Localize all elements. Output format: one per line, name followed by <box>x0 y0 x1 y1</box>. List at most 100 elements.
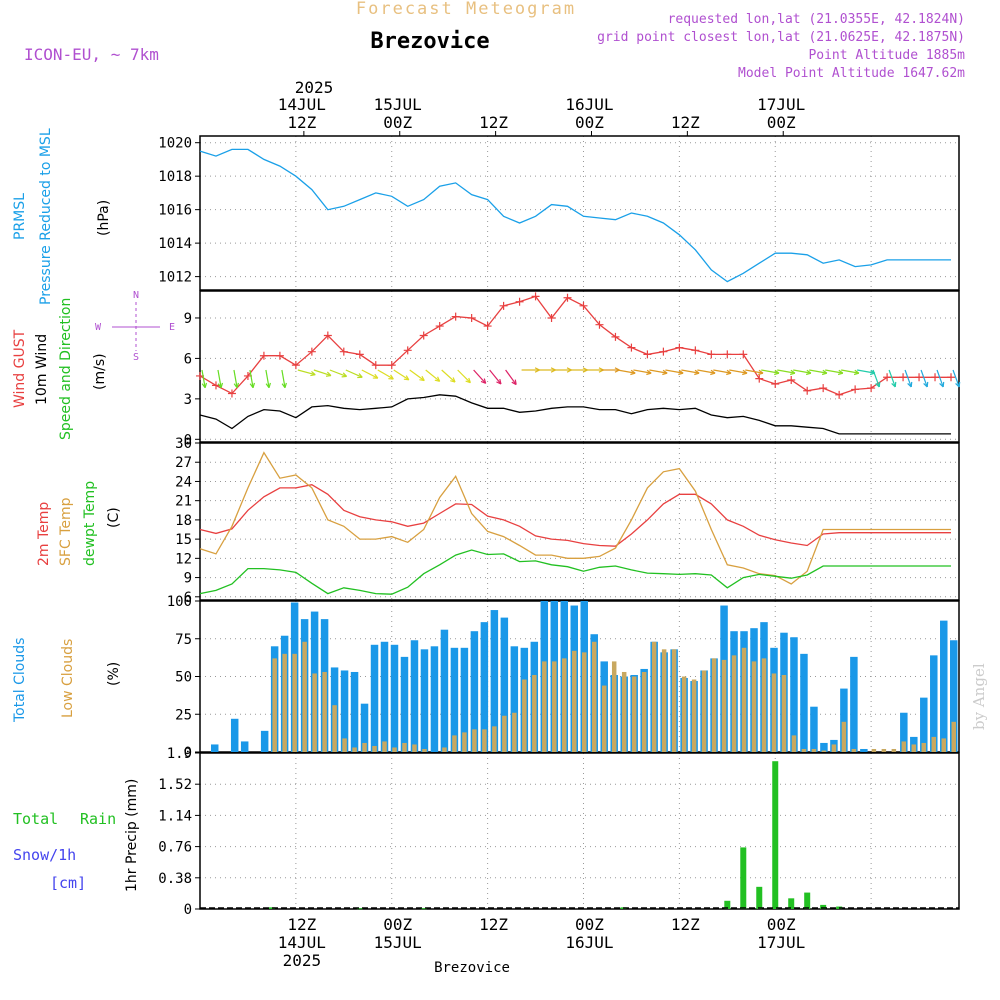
gust-marker <box>467 313 476 322</box>
sfc-temp-label: SFC Temp <box>58 497 74 566</box>
gust-marker <box>307 347 316 356</box>
low-cloud-bar <box>841 721 847 752</box>
low-cloud-bar <box>382 741 387 752</box>
top-date-label: 14JUL <box>278 95 326 114</box>
cloud-labels: Total Clouds Low Clouds (%) <box>12 638 122 723</box>
total-cloud-bar <box>790 637 798 752</box>
total-cloud-bar <box>840 688 848 752</box>
low-cloud-bar <box>342 738 347 752</box>
temp2m-label: 2m Temp <box>36 502 52 566</box>
wind-arrow <box>633 369 652 374</box>
wind-arrow <box>361 369 379 379</box>
total-cloud-bar <box>860 748 868 752</box>
total-cloud-bar <box>410 640 419 752</box>
rain-bar <box>788 898 795 909</box>
wind-arrow <box>649 369 668 374</box>
wind-arrowhead <box>875 381 881 388</box>
wind-arrow <box>329 369 347 378</box>
low-cloud-bar <box>552 661 557 752</box>
top-date-label: 17JUL <box>757 95 805 114</box>
dewpt-label: dewpt Temp <box>82 481 98 566</box>
y-tick-label: 9 <box>184 571 192 587</box>
wind-arrowhead <box>853 369 860 376</box>
wind-arrow <box>713 369 732 374</box>
wind-arrowhead <box>742 369 748 376</box>
wind-arrowhead <box>678 369 684 376</box>
wind-arrowhead <box>496 378 502 385</box>
wind-arrow <box>904 369 912 388</box>
total-clouds-label: Total Clouds <box>12 638 28 723</box>
low-cloud-bar <box>611 661 617 752</box>
y-tick-label: 9 <box>184 311 192 327</box>
low-cloud-bar <box>532 674 537 752</box>
total-cloud-bar <box>930 655 938 752</box>
low-cloud-bar <box>871 748 877 752</box>
gust-label: Wind GUST <box>12 329 28 408</box>
bottom-date-label: 16JUL <box>565 933 613 952</box>
low-cloud-bar <box>781 674 787 752</box>
wind-arrow <box>201 369 206 388</box>
wind-arrowhead <box>662 369 668 376</box>
snow-label: Snow/1h <box>13 846 76 864</box>
gust-marker <box>355 350 364 359</box>
y-tick-label: 15 <box>175 532 192 548</box>
low-cloud-bar <box>761 658 767 752</box>
gust-marker <box>947 373 956 382</box>
compass-w: W <box>95 322 102 333</box>
y-tick-label: 1014 <box>158 236 192 252</box>
total-cloud-bar <box>480 622 489 752</box>
total-cloud-bar <box>470 631 479 752</box>
wind-arrowhead <box>511 379 517 386</box>
top-hour-label: 12Z <box>671 113 700 132</box>
y-tick-label: 18 <box>175 513 192 529</box>
wind-arrow <box>297 369 316 376</box>
total-cloud-bar <box>500 617 509 752</box>
total-cloud-bar <box>800 653 808 752</box>
wind-arrow <box>825 369 844 374</box>
total-cloud-bar <box>390 644 399 752</box>
y-tick-label: 12 <box>175 551 192 567</box>
low-cloud-bar <box>681 676 687 752</box>
gust-marker <box>595 320 604 329</box>
panel-frame <box>199 135 960 291</box>
top-date-label: 16JUL <box>565 95 613 114</box>
wind-arrow <box>936 369 944 388</box>
wind-arrow <box>505 369 517 385</box>
low-cloud-bar <box>422 748 427 752</box>
gust-marker <box>931 373 940 382</box>
low-cloud-bar <box>651 641 657 752</box>
wind-arrow <box>697 369 716 374</box>
low-cloud-bar <box>452 735 457 752</box>
wind-arrow <box>425 369 441 382</box>
gust-marker <box>563 293 572 302</box>
gust-marker <box>579 301 588 310</box>
wind-arrowhead <box>646 369 652 376</box>
total-cloud-bar <box>940 620 948 752</box>
wind-arrowhead <box>710 369 716 376</box>
low-cloud-bar <box>721 659 727 752</box>
wind-arrow <box>920 369 928 388</box>
y-tick-label: 6 <box>184 351 192 367</box>
y-tick-label: 0.38 <box>158 871 192 887</box>
wind-arrow <box>617 369 636 374</box>
rain-bar <box>356 908 363 910</box>
wind-arrowhead <box>357 373 363 379</box>
low-cloud-bar <box>412 744 417 752</box>
wind-arrow <box>857 369 875 374</box>
low-cloud-bar <box>821 750 827 752</box>
wind-arrowhead <box>694 369 700 376</box>
y-tick-label: 1016 <box>158 203 192 219</box>
y-tick-label: 0 <box>184 745 192 761</box>
wind-arrowhead <box>774 369 780 376</box>
dewpt-line <box>199 549 952 595</box>
wind-arrowhead <box>805 369 812 376</box>
gust-marker <box>387 361 396 370</box>
wind-arrowhead <box>265 382 271 389</box>
temp2m-line <box>199 484 952 547</box>
panel-frame <box>199 752 960 910</box>
low-cloud-bar <box>791 735 797 752</box>
wind-arrowhead <box>372 373 379 379</box>
wind-arrow <box>457 369 471 384</box>
low-cloud-bar <box>831 744 837 752</box>
